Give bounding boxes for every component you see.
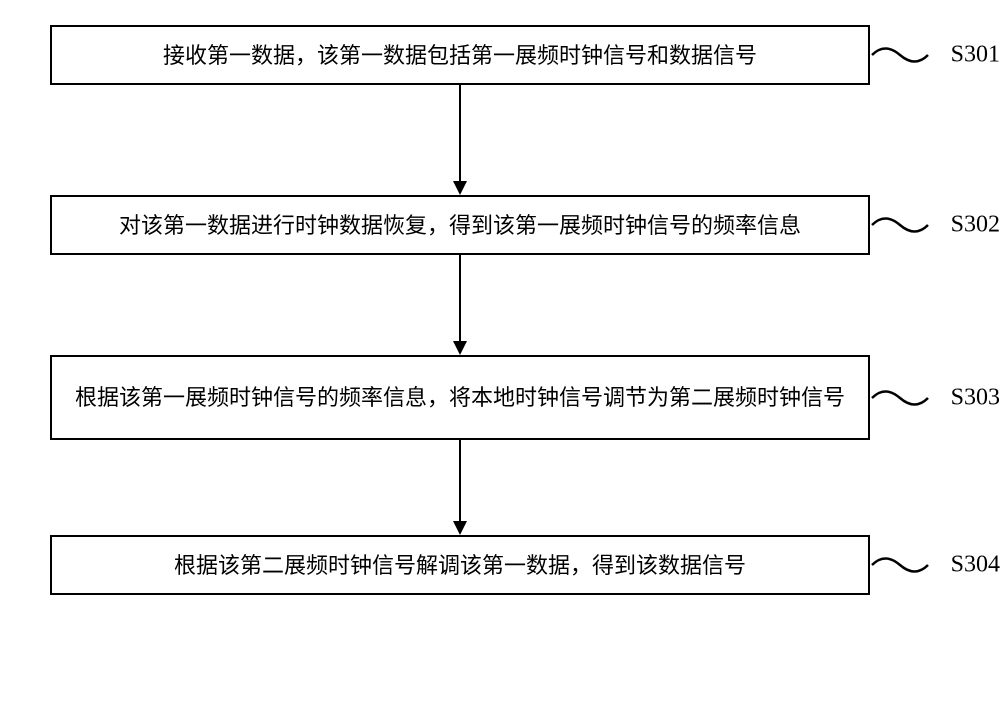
flow-step-text: 根据该第一展频时钟信号的频率信息，将本地时钟信号调节为第二展频时钟信号: [75, 381, 845, 414]
flowchart-container: 接收第一数据，该第一数据包括第一展频时钟信号和数据信号 S301 对该第一数据进…: [50, 25, 950, 595]
flow-step-box: 根据该第二展频时钟信号解调该第一数据，得到该数据信号: [50, 535, 870, 595]
flow-arrow: [50, 85, 870, 195]
flow-step-label: S302: [951, 212, 1000, 239]
flow-step-box: 对该第一数据进行时钟数据恢复，得到该第一展频时钟信号的频率信息: [50, 195, 870, 255]
flow-step-text: 根据该第二展频时钟信号解调该第一数据，得到该数据信号: [174, 549, 746, 582]
flow-arrow: [50, 440, 870, 535]
flow-step-label: S303: [951, 384, 1000, 411]
flow-step-row: 根据该第一展频时钟信号的频率信息，将本地时钟信号调节为第二展频时钟信号 S303: [50, 355, 950, 440]
flow-step-label: S304: [951, 552, 1000, 579]
flow-step-text: 对该第一数据进行时钟数据恢复，得到该第一展频时钟信号的频率信息: [119, 209, 801, 242]
connector-wave-icon: [870, 550, 930, 580]
flow-step-label: S301: [951, 42, 1000, 69]
flow-step-text: 接收第一数据，该第一数据包括第一展频时钟信号和数据信号: [163, 39, 757, 72]
flow-step-row: 对该第一数据进行时钟数据恢复，得到该第一展频时钟信号的频率信息 S302: [50, 195, 950, 255]
connector-wave-icon: [870, 210, 930, 240]
flow-step-box: 接收第一数据，该第一数据包括第一展频时钟信号和数据信号: [50, 25, 870, 85]
flow-step-box: 根据该第一展频时钟信号的频率信息，将本地时钟信号调节为第二展频时钟信号: [50, 355, 870, 440]
connector-wave-icon: [870, 383, 930, 413]
connector-wave-icon: [870, 40, 930, 70]
flow-step-row: 接收第一数据，该第一数据包括第一展频时钟信号和数据信号 S301: [50, 25, 950, 85]
flow-step-row: 根据该第二展频时钟信号解调该第一数据，得到该数据信号 S304: [50, 535, 950, 595]
flow-arrow: [50, 255, 870, 355]
